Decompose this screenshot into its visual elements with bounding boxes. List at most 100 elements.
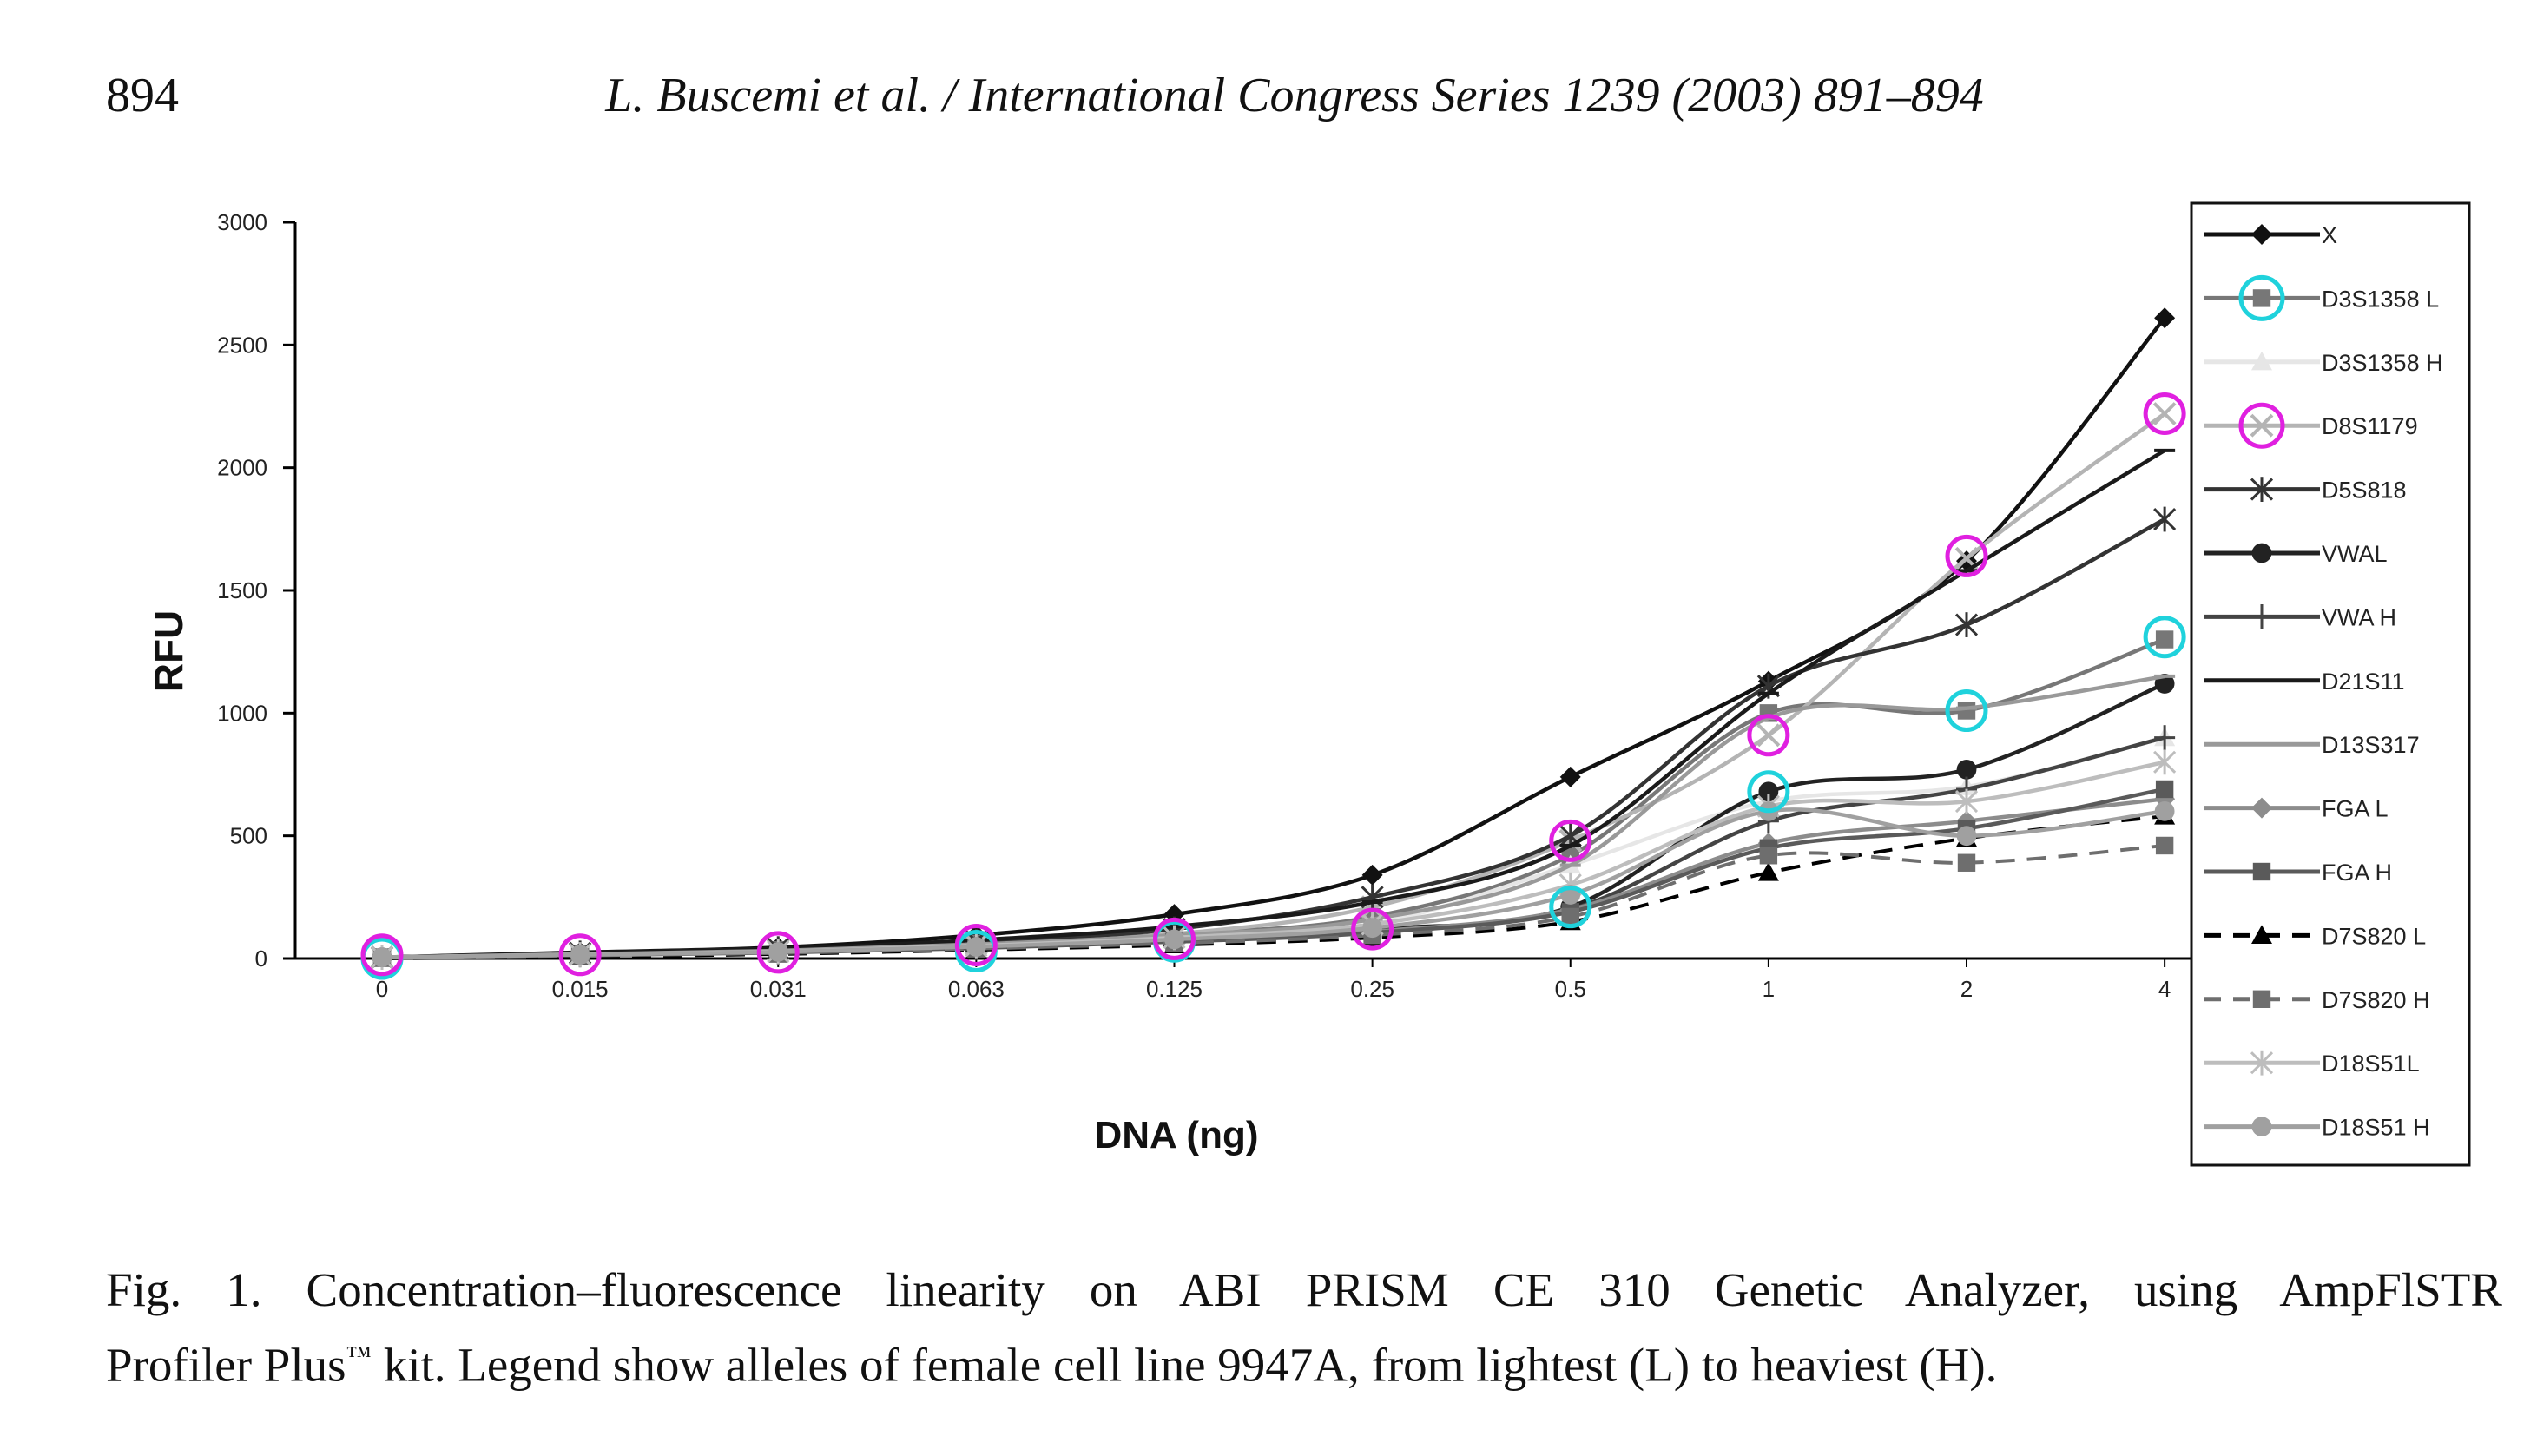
series-line-d21s11	[381, 448, 2166, 959]
data-point	[2154, 307, 2176, 329]
figure-caption: Fig. 1. Concentration–fluorescence linea…	[106, 1257, 2502, 1398]
legend-marker	[2251, 604, 2272, 629]
legend-label: D5S818	[2322, 478, 2407, 504]
data-point	[2152, 402, 2177, 425]
series-line-d18s51-h	[381, 807, 2165, 959]
legend-marker	[2251, 925, 2272, 944]
legend-label: D7S820 L	[2322, 923, 2426, 949]
x-tick-label: 0	[376, 976, 388, 1002]
data-point	[1561, 907, 1579, 926]
legend-marker	[2250, 413, 2274, 438]
y-tick-label: 1000	[217, 700, 267, 726]
legend-marker	[2252, 862, 2271, 881]
highlight-circle	[1747, 714, 1790, 757]
highlight-circle	[756, 931, 800, 974]
legend-label: X	[2322, 222, 2337, 248]
series-line-d5s818	[381, 517, 2166, 959]
data-point	[1361, 864, 1383, 886]
highlight-circle	[1945, 534, 1988, 577]
legend-marker	[2251, 1117, 2272, 1136]
x-axis-title: DNA (ng)	[1095, 1114, 1259, 1156]
x-tick-label: 2	[1960, 976, 1973, 1002]
x-tick-label: 0.125	[1146, 976, 1203, 1002]
x-tick-label: 0.015	[552, 976, 609, 1002]
highlight-circle	[1549, 819, 1592, 862]
legend-highlight-circle	[2238, 274, 2285, 321]
y-tick-label: 2500	[217, 332, 267, 358]
legend-label: D7S820 H	[2322, 987, 2430, 1013]
x-tick-label: 0.063	[948, 976, 1005, 1002]
legend-label: D13S317	[2322, 732, 2420, 758]
highlight-circle	[558, 933, 602, 977]
legend-label: D3S1358 L	[2322, 286, 2439, 312]
caption-line-2-start: Profiler Plus	[106, 1338, 346, 1392]
legend-marker	[2251, 543, 2272, 563]
series-line-x	[381, 316, 2166, 959]
legend-label: D21S11	[2322, 669, 2405, 695]
plot-area: 0 500 1000 1500 2000 2500 3000 0 0.015 0.031 0.063…	[146, 209, 2197, 1156]
legend-marker	[2251, 351, 2272, 371]
x-tick-label: 4	[2158, 976, 2171, 1002]
series-line-d7s820-h	[381, 843, 2165, 960]
legend-label: D3S1358 H	[2322, 350, 2443, 376]
highlight-circle	[1945, 689, 1988, 733]
data-point	[2155, 836, 2174, 855]
chart: 0 500 1000 1500 2000 2500 3000 0 0.015 0.031 0.063…	[146, 201, 2471, 1167]
y-tick-label: 3000	[217, 209, 267, 235]
legend-marker	[2251, 797, 2272, 819]
x-tick-label: 1	[1763, 976, 1775, 1002]
legend-label: D18S51L	[2322, 1051, 2420, 1077]
legend-label: D8S1179	[2322, 413, 2418, 439]
legend-label: VWA H	[2322, 604, 2396, 630]
trademark-mark: ™	[346, 1341, 372, 1370]
legend-label: D18S51 H	[2322, 1115, 2430, 1141]
page-number: 894	[106, 69, 179, 122]
legend-marker	[2252, 990, 2271, 1008]
data-point	[2154, 801, 2175, 821]
series-line-d8s1179	[381, 412, 2166, 959]
legend-marker	[2250, 1050, 2274, 1076]
data-point	[372, 947, 392, 967]
data-point	[2153, 506, 2177, 532]
legend: X D3S1358 L D3S1358 H D8S1179 D5S818 VWAL VWA …	[2190, 201, 2471, 1167]
data-point	[2155, 780, 2174, 799]
y-tick-label: 2000	[217, 455, 267, 481]
data-point	[1756, 723, 1781, 748]
y-tick-label: 500	[230, 823, 267, 849]
highlight-circle	[1351, 907, 1394, 951]
caption-line-2-end: kit. Legend show alleles of female cell …	[371, 1338, 1998, 1392]
caption-line-2: Profiler Plus™ kit. Legend show alleles …	[106, 1323, 2502, 1398]
highlight-circle	[1153, 917, 1196, 960]
legend-label: VWAL	[2322, 541, 2388, 567]
data-point	[1362, 918, 1383, 939]
x-tick-label: 0.031	[750, 976, 807, 1002]
highlight-circle	[360, 933, 404, 977]
data-point	[1758, 781, 1779, 802]
data-point	[1759, 847, 1778, 865]
highlight-circle	[2143, 392, 2186, 435]
highlight-circle	[1747, 770, 1790, 814]
highlight-circle	[954, 923, 998, 966]
x-tick-label: 0.5	[1555, 976, 1586, 1002]
data-point	[2153, 749, 2177, 775]
legend-marker	[2250, 477, 2274, 502]
legend-marker	[2251, 224, 2272, 245]
data-point	[965, 937, 986, 957]
running-head: L. Buscemi et al. / International Congre…	[605, 69, 1984, 122]
data-point	[1957, 853, 1976, 872]
data-point	[1164, 929, 1184, 950]
data-point	[1956, 826, 1977, 847]
data-point	[570, 945, 590, 965]
highlight-circle	[2143, 616, 2186, 659]
data-point	[2154, 725, 2176, 750]
data-point	[1954, 788, 1979, 814]
data-point	[1757, 862, 1779, 881]
data-point	[1956, 759, 1977, 780]
legend-marker	[2252, 289, 2271, 307]
legend-label: FGA H	[2322, 860, 2392, 886]
data-point	[1559, 766, 1581, 787]
legend-label: FGA L	[2322, 796, 2389, 822]
highlight-circle	[1549, 886, 1592, 929]
y-tick-label: 1500	[217, 577, 267, 603]
data-point	[2155, 630, 2174, 649]
